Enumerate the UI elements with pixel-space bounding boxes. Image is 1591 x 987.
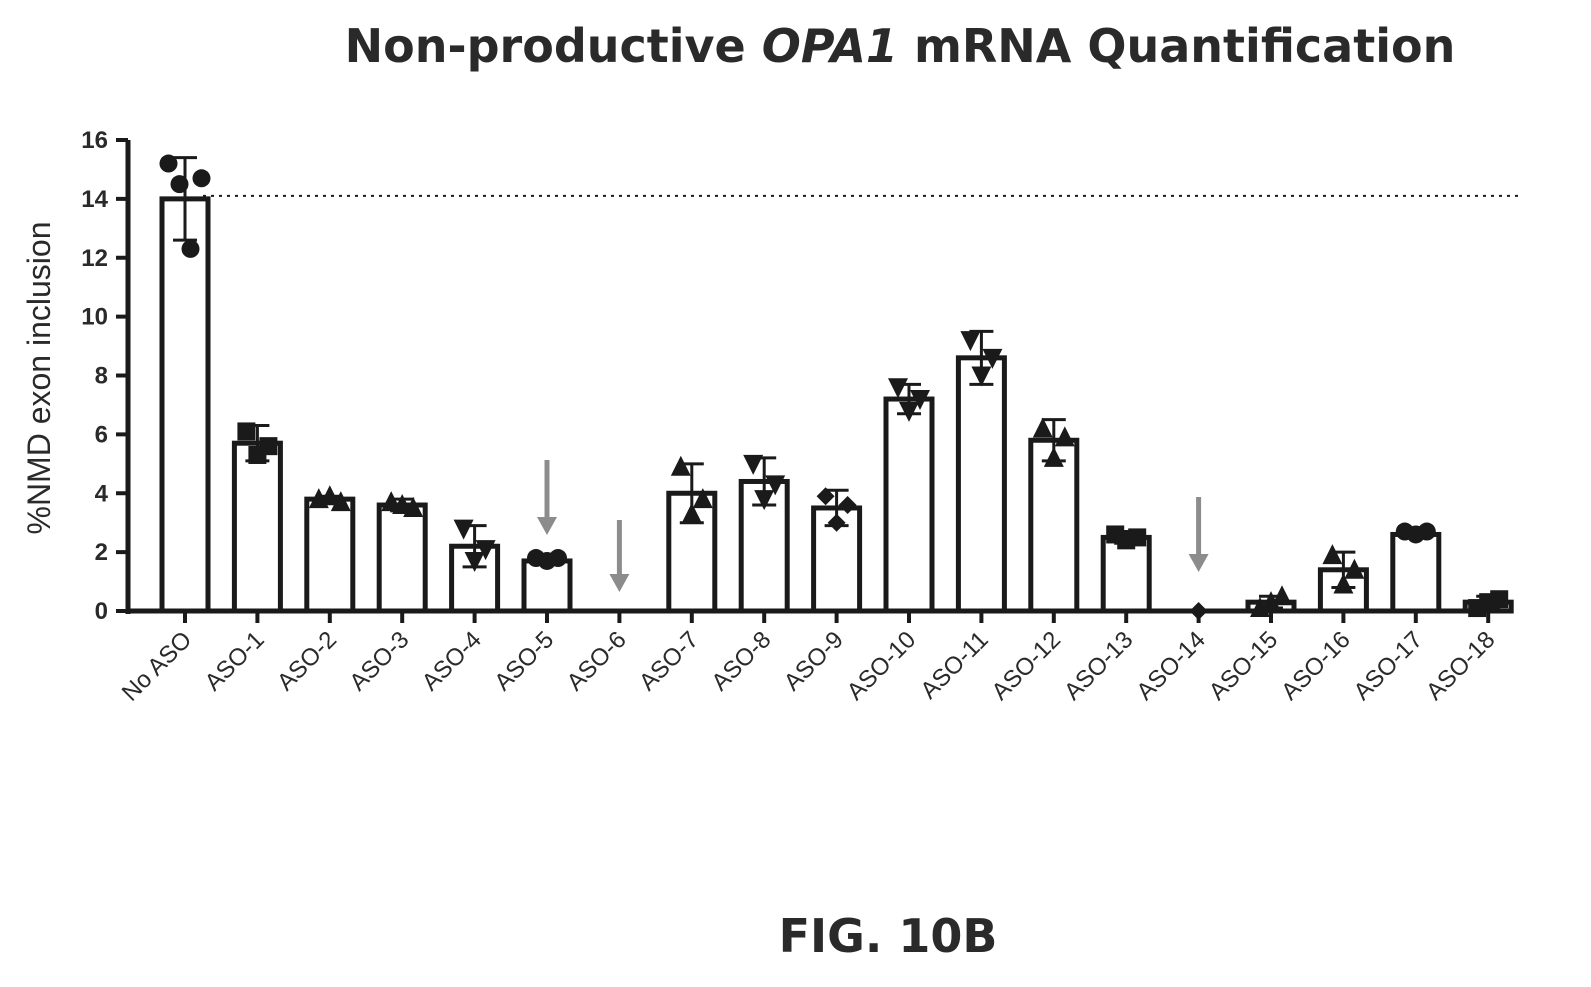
bar-aso-17	[1390, 531, 1442, 614]
y-tick-label: 6	[95, 421, 108, 448]
y-tick-label: 8	[95, 363, 108, 390]
bar-aso-1	[231, 440, 283, 614]
data-point	[1490, 590, 1509, 609]
y-tick-label: 2	[95, 539, 108, 566]
data-point	[1417, 522, 1436, 541]
data-point	[670, 455, 691, 476]
bar-no-aso	[159, 196, 211, 614]
data-point	[170, 175, 189, 194]
arrows-layer	[537, 460, 1209, 592]
bar-aso-8	[738, 478, 790, 614]
data-point	[816, 487, 835, 506]
x-tick-label: No ASO	[117, 626, 197, 706]
x-tick-label: ASO-14	[1131, 626, 1210, 705]
data-point	[192, 169, 211, 188]
data-point	[1272, 585, 1292, 606]
x-tick-label: ASO-12	[987, 626, 1066, 705]
arrow-icon	[609, 574, 630, 592]
data-point	[1322, 544, 1343, 565]
data-point	[1054, 426, 1075, 447]
data-point	[971, 366, 992, 387]
data-point	[330, 491, 351, 512]
x-tick-label: ASO-6	[562, 626, 632, 696]
data-point	[403, 496, 424, 517]
x-tick-label: ASO-2	[272, 626, 342, 696]
y-tick-label: 0	[95, 598, 108, 625]
data-point	[1344, 558, 1365, 579]
data-point	[743, 454, 764, 475]
chart-title: Non-productive OPA1 mRNA Quantification	[345, 19, 1456, 73]
bar-aso-2	[304, 496, 356, 614]
data-point	[1261, 591, 1281, 612]
data-point	[765, 475, 786, 496]
data-points-layer	[159, 154, 1509, 620]
bar-aso-12	[1028, 437, 1080, 614]
y-tick-label: 12	[81, 245, 108, 272]
y-axis-label: %NMD exon inclusion	[21, 221, 57, 534]
data-point	[237, 422, 256, 441]
chart-title-part: OPA1	[762, 19, 898, 73]
y-tick-label: 4	[95, 480, 109, 507]
data-point	[319, 485, 340, 506]
data-point	[960, 331, 981, 352]
x-tick-label: ASO-10	[842, 626, 921, 705]
data-point	[159, 154, 178, 173]
data-point	[1032, 417, 1053, 438]
data-point	[888, 378, 908, 399]
data-point	[692, 488, 713, 509]
y-tick-label: 10	[81, 304, 108, 331]
data-point	[549, 549, 567, 568]
x-tick-label: ASO-3	[344, 626, 414, 696]
data-point	[838, 496, 857, 515]
x-tick-label: ASO-16	[1276, 626, 1355, 705]
data-point	[259, 437, 278, 456]
x-tick-label: ASO-18	[1421, 626, 1500, 705]
x-tick-label: ASO-8	[706, 626, 776, 696]
y-tick-label: 14	[81, 186, 108, 213]
bar-aso-3	[376, 502, 428, 614]
y-ticks-layer: 0 2 4 6 8 10 12 14 16	[81, 127, 128, 625]
x-tick-label: ASO-13	[1059, 626, 1138, 705]
data-point	[181, 239, 200, 258]
x-tick-label: ASO-17	[1349, 626, 1428, 705]
x-tick-label: ASO-7	[634, 626, 704, 696]
data-point	[1333, 573, 1354, 594]
x-tick-label: ASO-9	[779, 626, 849, 696]
x-ticks-layer: No ASO ASO-1 ASO-2 ASO-3 ASO-4 ASO-5 ASO-6 ASO-…	[117, 611, 1500, 707]
chart-title-part: mRNA Quantification	[898, 19, 1455, 73]
data-point	[464, 551, 485, 572]
data-point	[982, 348, 1003, 369]
bar-aso-11	[955, 355, 1007, 614]
bars-layer	[159, 196, 1514, 614]
data-point	[754, 490, 775, 511]
x-tick-label: ASO-15	[1204, 626, 1283, 705]
data-point	[475, 540, 496, 561]
x-tick-label: ASO-1	[200, 626, 270, 696]
chart-title-part: Non-productive	[345, 19, 762, 73]
bar-aso-10	[883, 396, 935, 614]
data-point	[681, 502, 702, 523]
data-point	[910, 390, 930, 411]
arrow-icon	[1188, 554, 1209, 572]
arrow-icon	[537, 517, 557, 535]
data-point	[453, 519, 474, 540]
figure-label: FIG. 10B	[779, 909, 998, 963]
data-point	[1043, 446, 1064, 467]
x-tick-label: ASO-11	[915, 626, 993, 704]
y-tick-label: 16	[81, 127, 108, 154]
data-point	[1128, 528, 1147, 547]
data-point	[827, 513, 846, 532]
data-point	[899, 401, 919, 422]
x-tick-label: ASO-4	[417, 626, 487, 696]
x-tick-label: ASO-5	[489, 626, 559, 696]
